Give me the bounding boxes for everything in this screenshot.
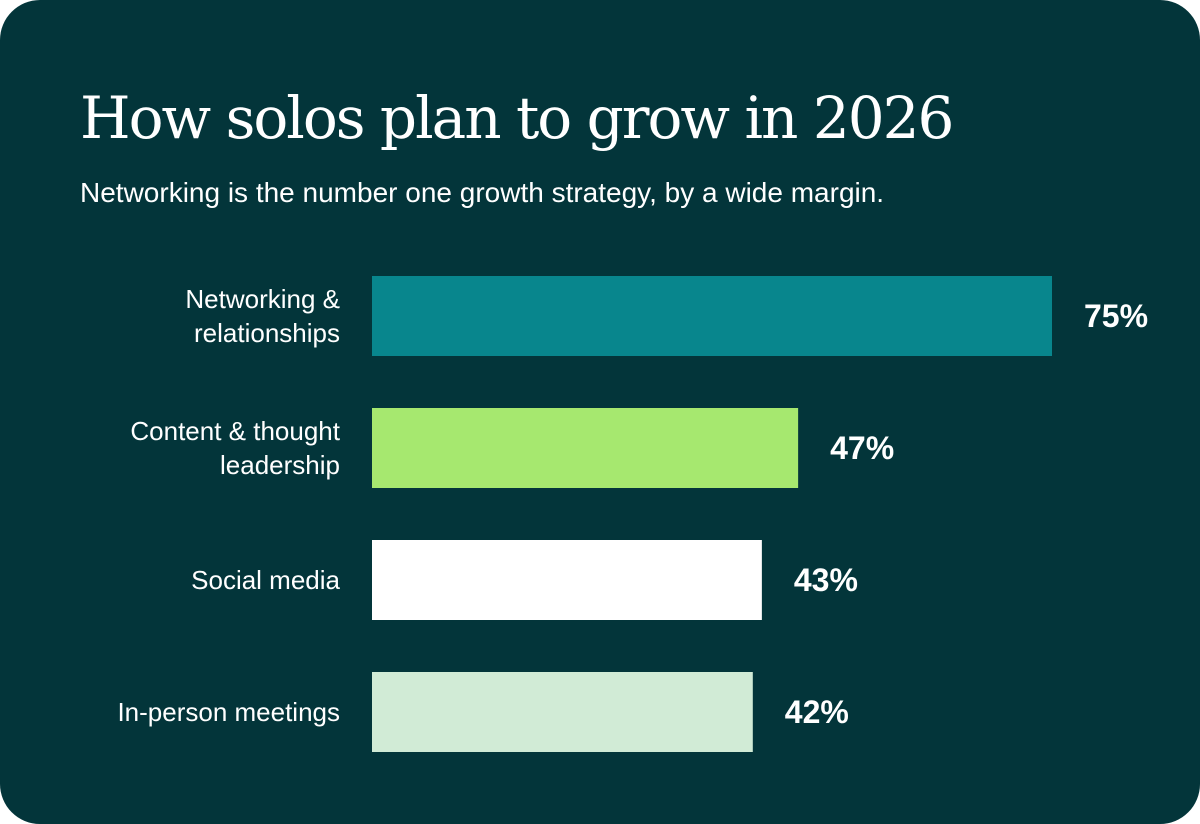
bar-2	[372, 408, 799, 488]
value-label-4: 42%	[785, 694, 849, 730]
value-label-1: 75%	[1084, 298, 1148, 334]
value-label-3: 43%	[794, 562, 858, 598]
category-label-3: Social media	[191, 565, 340, 595]
chart-title: How solos plan to grow in 2026	[80, 84, 954, 152]
bar-3	[372, 540, 762, 620]
category-label-1: Networking & relationships	[185, 284, 340, 348]
value-label-2: 47%	[830, 430, 894, 466]
chart-subtitle: Networking is the number one growth stra…	[80, 177, 885, 208]
bar-4	[372, 672, 753, 752]
category-label-2: Content & thought leadership	[130, 416, 340, 480]
category-label-4: In-person meetings	[117, 697, 340, 727]
bar-1	[372, 276, 1052, 356]
